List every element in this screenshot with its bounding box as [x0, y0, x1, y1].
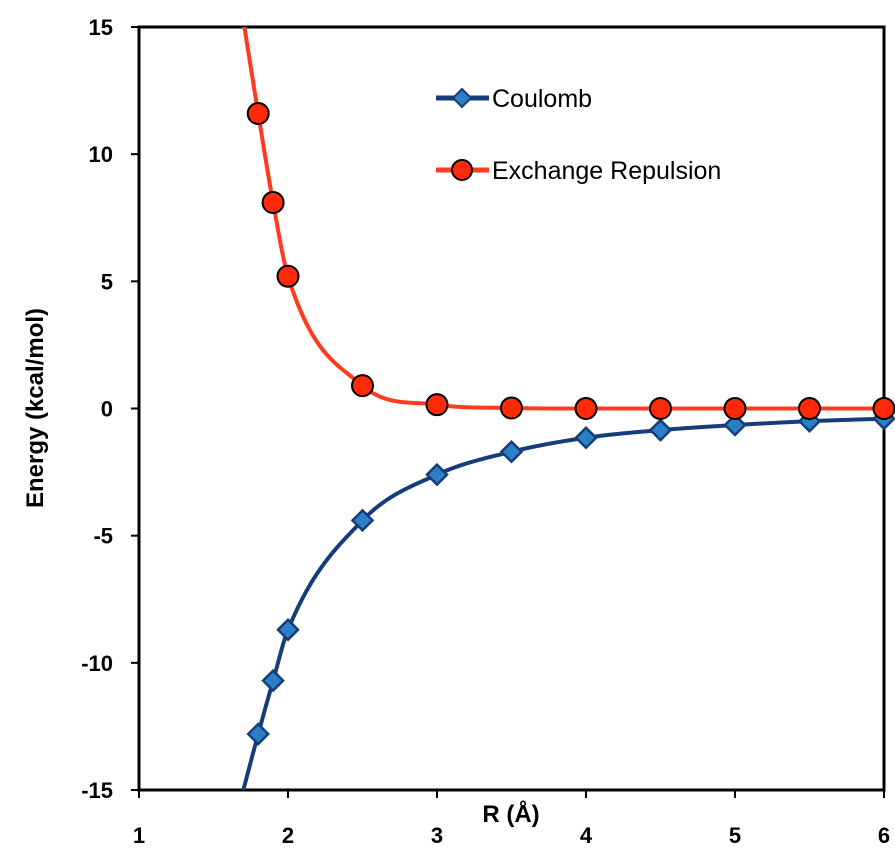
y-tick-label: 15 — [89, 15, 113, 40]
curves — [241, 27, 884, 790]
exchange-repulsion-point — [574, 397, 598, 420]
exchange-repulsion-point — [276, 264, 300, 288]
coulomb-point — [425, 462, 449, 487]
y-tick-label: 0 — [101, 397, 113, 422]
diamond-marker-icon — [451, 87, 473, 109]
coulomb-line — [241, 416, 884, 790]
exchange-repulsion-point — [798, 397, 821, 420]
exchange-repulsion-point — [723, 397, 747, 420]
tick-labels: 1 2 3 4 5 6 15 10 5 0 -5 -10 -15 — [81, 15, 890, 848]
x-axis-title: R (Å) — [482, 800, 539, 828]
x-tick-label: 5 — [729, 823, 741, 848]
legend-item-exchange: Exchange Repulsion — [436, 157, 721, 185]
x-tick-label: 2 — [282, 823, 294, 848]
y-tick-label: -15 — [81, 778, 113, 803]
coulomb-point — [276, 618, 300, 642]
y-axis-title: Energy (kcal/mol) — [22, 308, 49, 508]
coulomb-point — [723, 413, 747, 437]
x-tick-label: 3 — [431, 823, 443, 848]
y-tick-label: 10 — [89, 142, 113, 167]
legend-label-exchange: Exchange Repulsion — [492, 157, 721, 185]
x-tick-label: 1 — [133, 823, 145, 848]
x-tick-label: 4 — [580, 823, 593, 848]
y-tick-label: -5 — [93, 524, 113, 549]
exchange-repulsion-point — [261, 190, 285, 214]
circle-marker-icon — [451, 159, 473, 181]
x-tick-label: 6 — [878, 823, 890, 848]
coulomb-point — [350, 508, 375, 533]
exchange-repulsion-point — [872, 397, 895, 420]
markers — [246, 101, 895, 746]
exchange-repulsion-point — [351, 374, 374, 398]
coulomb-point — [574, 425, 598, 450]
legend: Coulomb Exchange Repulsion — [436, 85, 721, 185]
coulomb-point — [246, 722, 270, 746]
exchange-repulsion-line — [242, 27, 884, 411]
exchange-repulsion-point — [500, 396, 523, 420]
exchange-repulsion-point — [425, 393, 449, 417]
legend-label-coulomb: Coulomb — [492, 85, 592, 113]
coulomb-point — [261, 668, 285, 693]
exchange-repulsion-point — [649, 397, 672, 420]
y-tick-label: 5 — [101, 269, 113, 294]
coulomb-point — [648, 418, 673, 442]
coulomb-point — [499, 439, 524, 464]
legend-item-coulomb: Coulomb — [436, 85, 592, 113]
y-tick-label: -10 — [81, 651, 113, 676]
exchange-repulsion-point — [246, 101, 270, 125]
